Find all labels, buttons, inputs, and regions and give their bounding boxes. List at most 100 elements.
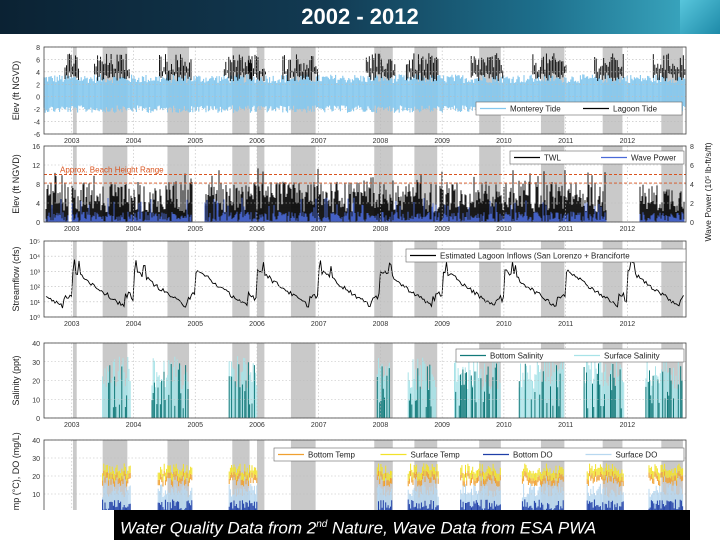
- bottom-temp-series: [228, 471, 258, 487]
- legend-label: Monterey Tide: [510, 105, 561, 114]
- bottom-do-series: [648, 499, 684, 510]
- x-tick-label: 2006: [249, 422, 265, 429]
- surface-temp-series: [460, 463, 501, 482]
- x-tick-label: 2009: [434, 422, 450, 429]
- bottom-temp-series: [521, 470, 564, 487]
- y-tick-label: 10: [32, 492, 40, 499]
- y-tick-label: 40: [32, 341, 40, 348]
- y-tick-label: 0: [36, 220, 40, 227]
- closure-band: [256, 440, 265, 510]
- y-tick-label: 0: [36, 95, 40, 102]
- y-tick-label: 10⁵: [29, 239, 40, 246]
- y-tick-label: -2: [34, 107, 40, 114]
- legend-label: Wave Power: [631, 154, 676, 163]
- closure-band: [73, 146, 77, 222]
- surface-temp-series: [407, 463, 439, 481]
- y-axis-label: Salinity (ppt): [11, 355, 21, 405]
- y-tick-label: 2: [36, 82, 40, 89]
- legend-box: [273, 447, 685, 462]
- plot-frame: [43, 439, 687, 510]
- bottom-do-series: [378, 500, 393, 510]
- lagoon-tide-series: [223, 54, 252, 82]
- surface-temp-series: [521, 463, 564, 482]
- x-tick-label: 2010: [496, 422, 512, 429]
- plot-frame: [43, 46, 687, 135]
- lagoon-tide-series: [282, 54, 318, 81]
- surface-temp-series: [157, 463, 193, 482]
- plot-frame: [43, 342, 687, 419]
- y-tick-label: -6: [34, 132, 40, 139]
- y-tick-label: 4: [36, 201, 40, 208]
- y-axis-label: Elev (ft NGVD): [11, 61, 21, 121]
- slide-title: 2002 - 2012: [301, 4, 419, 29]
- legend-label: Surface Temp: [411, 451, 461, 460]
- x-tick-label: 2010: [496, 138, 512, 145]
- lagoon-tide-series: [365, 53, 396, 81]
- y-tick-label: 10³: [30, 269, 41, 276]
- x-tick-label: 2006: [249, 138, 265, 145]
- x-tick-label: 2003: [64, 321, 80, 328]
- x-tick-label: 2004: [126, 226, 142, 233]
- x-tick-label: 2004: [126, 321, 142, 328]
- bottom-do-series: [157, 499, 193, 510]
- surface-temp-series: [648, 463, 684, 481]
- y-tick-label: 12: [32, 163, 40, 170]
- bottom-salinity-series: [518, 363, 561, 418]
- x-tick-label: 2003: [64, 138, 80, 145]
- x-tick-label: 2006: [249, 321, 265, 328]
- y-tick-label: 20: [32, 474, 40, 481]
- x-tick-label: 2005: [187, 138, 203, 145]
- bottom-salinity-series: [108, 365, 128, 418]
- bottom-do-series: [102, 499, 131, 510]
- bottom-salinity-series: [228, 362, 255, 418]
- bottom-temp-series: [157, 470, 193, 487]
- y-tick-label: 10⁰: [29, 314, 40, 322]
- y-axis-label: Streamflow (cfs): [11, 246, 21, 311]
- closure-band: [256, 241, 265, 317]
- x-tick-label: 2005: [187, 422, 203, 429]
- bottom-temp-series: [407, 470, 439, 487]
- bottom-temp-series: [376, 470, 393, 487]
- x-tick-label: 2007: [311, 422, 327, 429]
- x-tick-label: 2004: [126, 138, 142, 145]
- y-tick-label: 10: [32, 397, 40, 404]
- y-tick-label: 10⁴: [29, 254, 40, 261]
- bottom-salinity-series: [645, 366, 683, 418]
- x-tick-label: 2009: [434, 138, 450, 145]
- bottom-do-series: [586, 499, 624, 510]
- y2-tick-label: 2: [690, 201, 694, 208]
- x-tick-label: 2010: [496, 226, 512, 233]
- legend-label: TWL: [544, 154, 561, 163]
- legend-label: Bottom DO: [513, 451, 553, 460]
- x-tick-label: 2008: [373, 138, 389, 145]
- legend-box: [509, 150, 685, 165]
- inflow-series: [45, 259, 684, 309]
- x-tick-label: 2009: [434, 321, 450, 328]
- lagoon-tide-series: [94, 53, 130, 81]
- y-tick-label: 40: [32, 438, 40, 445]
- closure-band: [256, 343, 265, 418]
- lagoon-tide-series: [248, 54, 266, 81]
- x-tick-label: 2005: [187, 226, 203, 233]
- y-tick-label: 8: [36, 182, 40, 189]
- x-tick-label: 2009: [434, 226, 450, 233]
- closure-band: [232, 241, 250, 317]
- x-tick-label: 2012: [620, 422, 636, 429]
- legend-label: Surface Salinity: [604, 352, 660, 361]
- surface-temp-series: [586, 463, 624, 482]
- x-tick-label: 2008: [373, 422, 389, 429]
- x-tick-label: 2011: [558, 226, 573, 233]
- y2-tick-label: 8: [690, 144, 694, 151]
- bottom-temp-series: [460, 470, 501, 487]
- y-axis-label: Elev (ft NGVD): [11, 154, 21, 214]
- x-tick-label: 2012: [620, 138, 636, 145]
- closure-band: [73, 343, 77, 418]
- lagoon-tide-series: [532, 53, 567, 81]
- lagoon-tide-series: [470, 53, 504, 81]
- closure-band: [73, 440, 77, 510]
- legend-label: Bottom Salinity: [490, 352, 543, 361]
- lagoon-tide-series: [64, 53, 79, 80]
- x-tick-label: 2005: [187, 321, 203, 328]
- y-tick-label: 0: [36, 416, 40, 423]
